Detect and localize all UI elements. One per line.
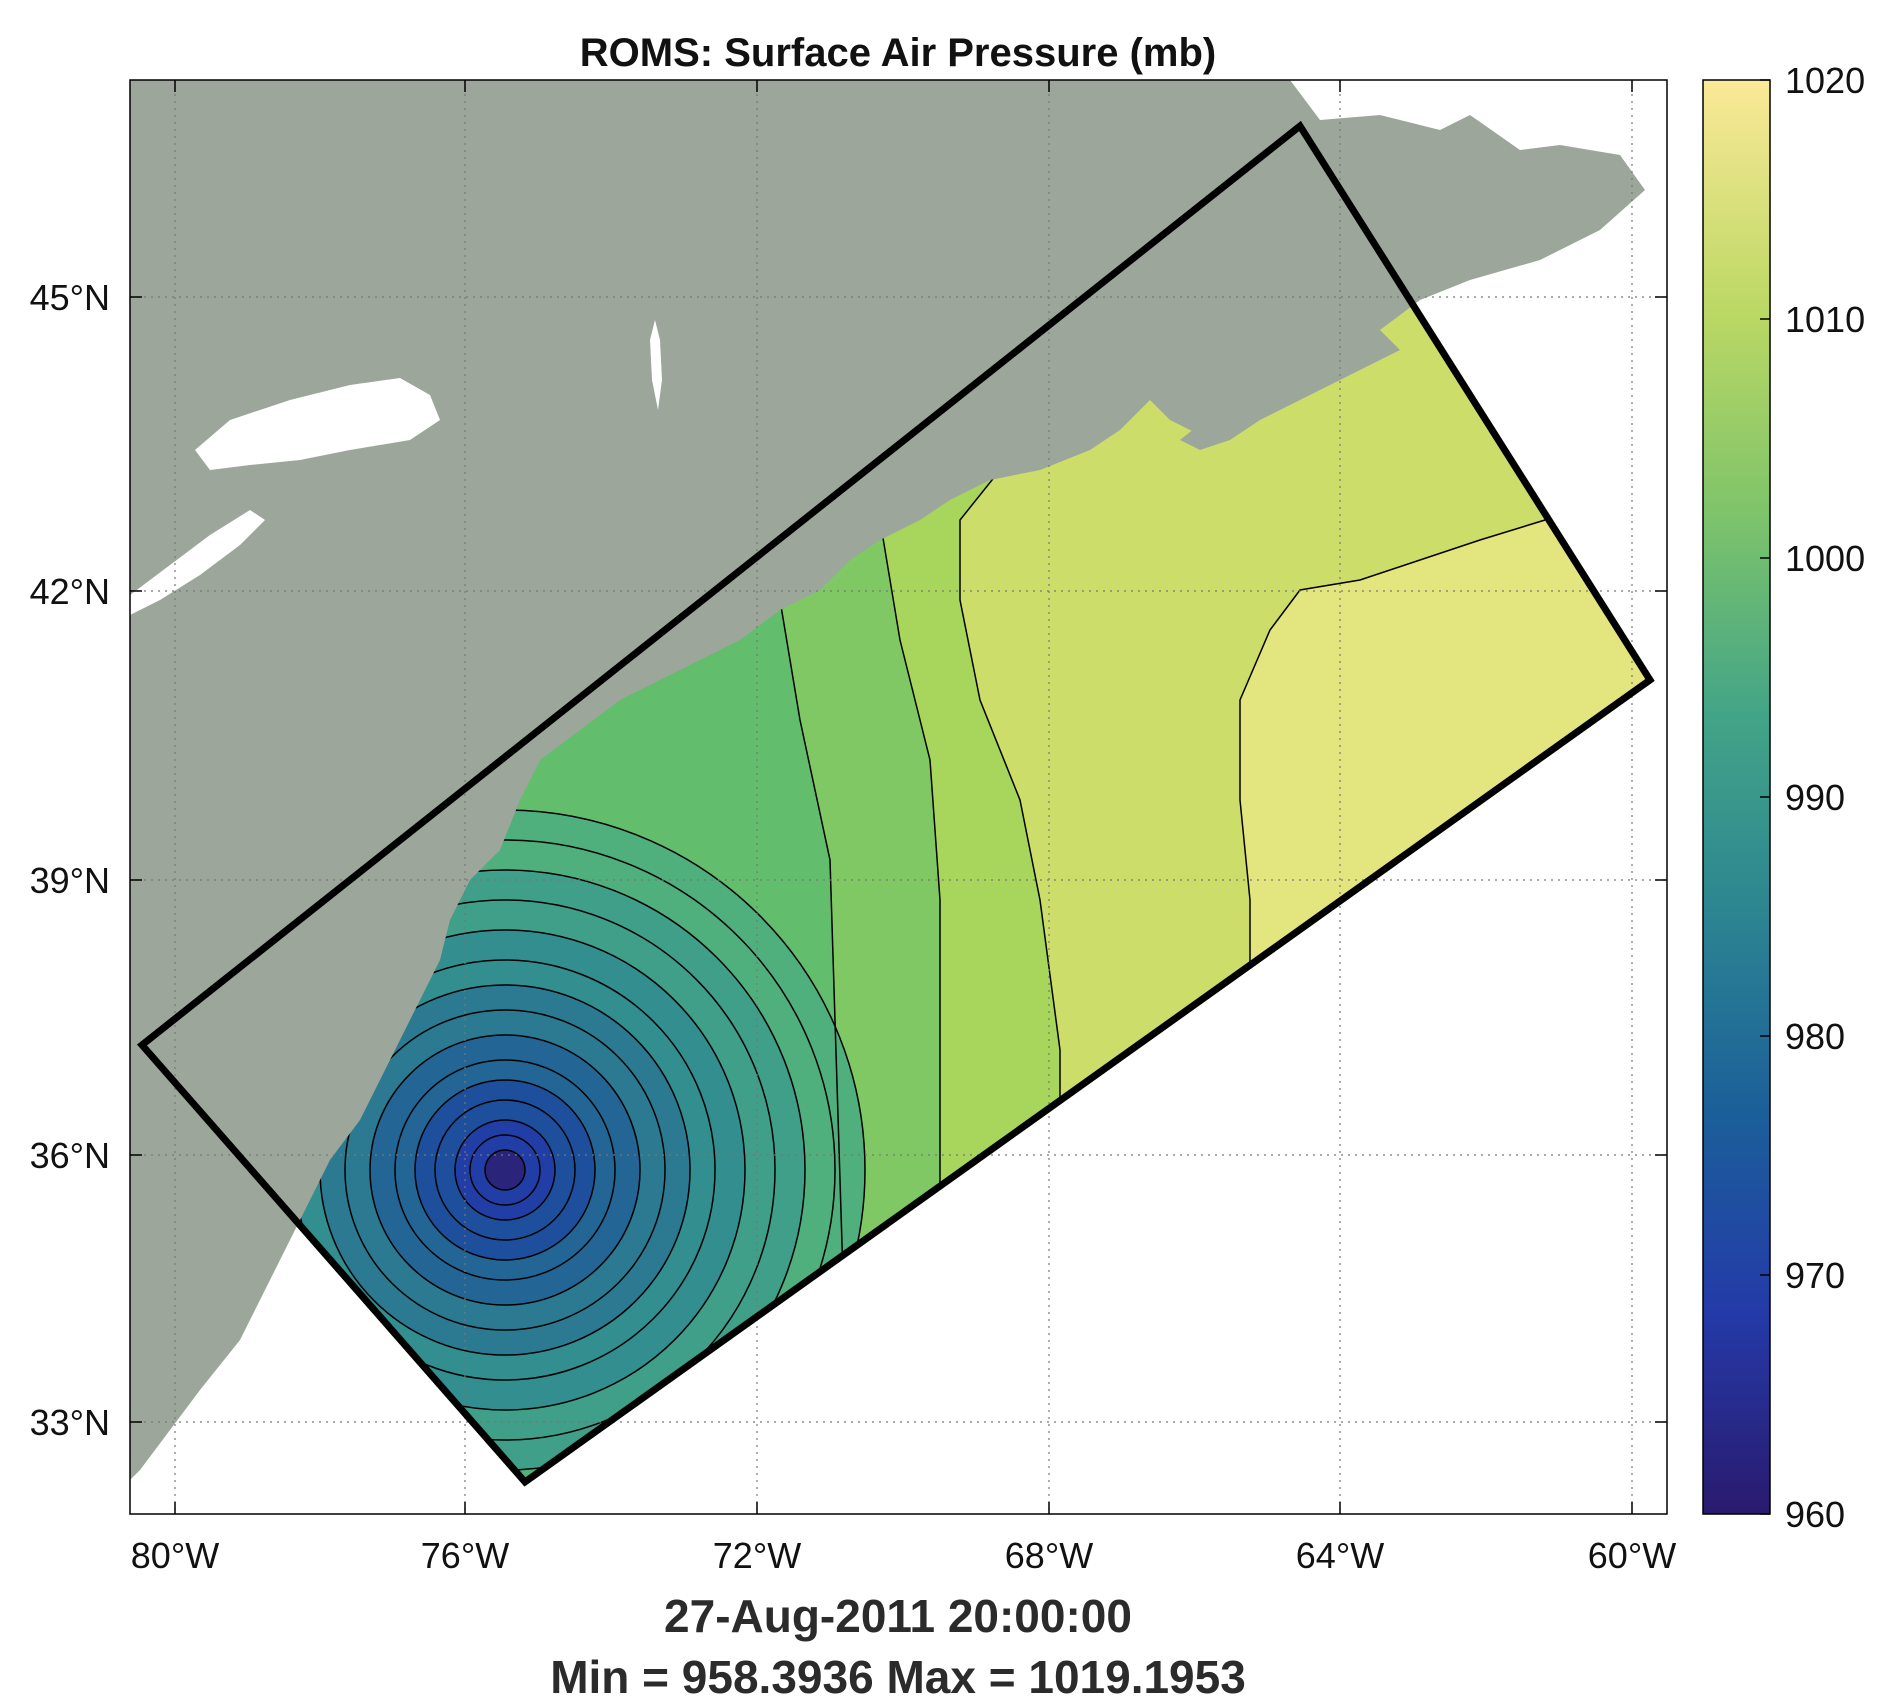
low-pressure-center [485,1150,525,1190]
colorbar-tick-label: 970 [1785,1255,1845,1296]
lon-tick-label: 68°W [1005,1535,1093,1576]
min-max-label: Min = 958.3936 Max = 1019.1953 [550,1651,1246,1700]
lat-tick-label: 42°N [30,571,110,612]
lon-tick-label: 76°W [421,1535,509,1576]
lon-tick-label: 80°W [131,1535,219,1576]
colorbar-tick-label: 990 [1785,777,1845,818]
colorbar-tick-label: 1010 [1785,299,1865,340]
lon-tick-label: 72°W [713,1535,801,1576]
lon-tick-label: 64°W [1296,1535,1384,1576]
axis-tick-marks [130,80,1667,1514]
colorbar [1702,79,1771,1515]
timestamp-label: 27-Aug-2011 20:00:00 [664,1590,1132,1642]
lat-tick-label: 36°N [30,1135,110,1176]
plot-frame [129,79,1668,1515]
colorbar-ticks [1760,79,1770,1515]
lat-tick-label: 33°N [30,1402,110,1443]
lat-tick-label: 45°N [30,277,110,318]
lake-champlain [650,320,662,410]
colorbar-tick-label: 1000 [1785,538,1865,579]
colorbar-tick-label: 1020 [1785,60,1865,101]
model-domain-outline [136,120,1655,1487]
map-title: ROMS: Surface Air Pressure (mb) [580,31,1216,75]
land-mass [130,80,1645,1480]
gulf-st-lawrence [1290,80,1667,130]
lat-tick-label: 39°N [30,860,110,901]
colorbar-tick-label: 960 [1785,1494,1845,1535]
lon-tick-label: 60°W [1588,1535,1676,1576]
graticule [130,80,1667,1514]
lake-erie [130,510,265,615]
colorbar-tick-label: 980 [1785,1016,1845,1057]
lake-ontario [195,378,440,470]
